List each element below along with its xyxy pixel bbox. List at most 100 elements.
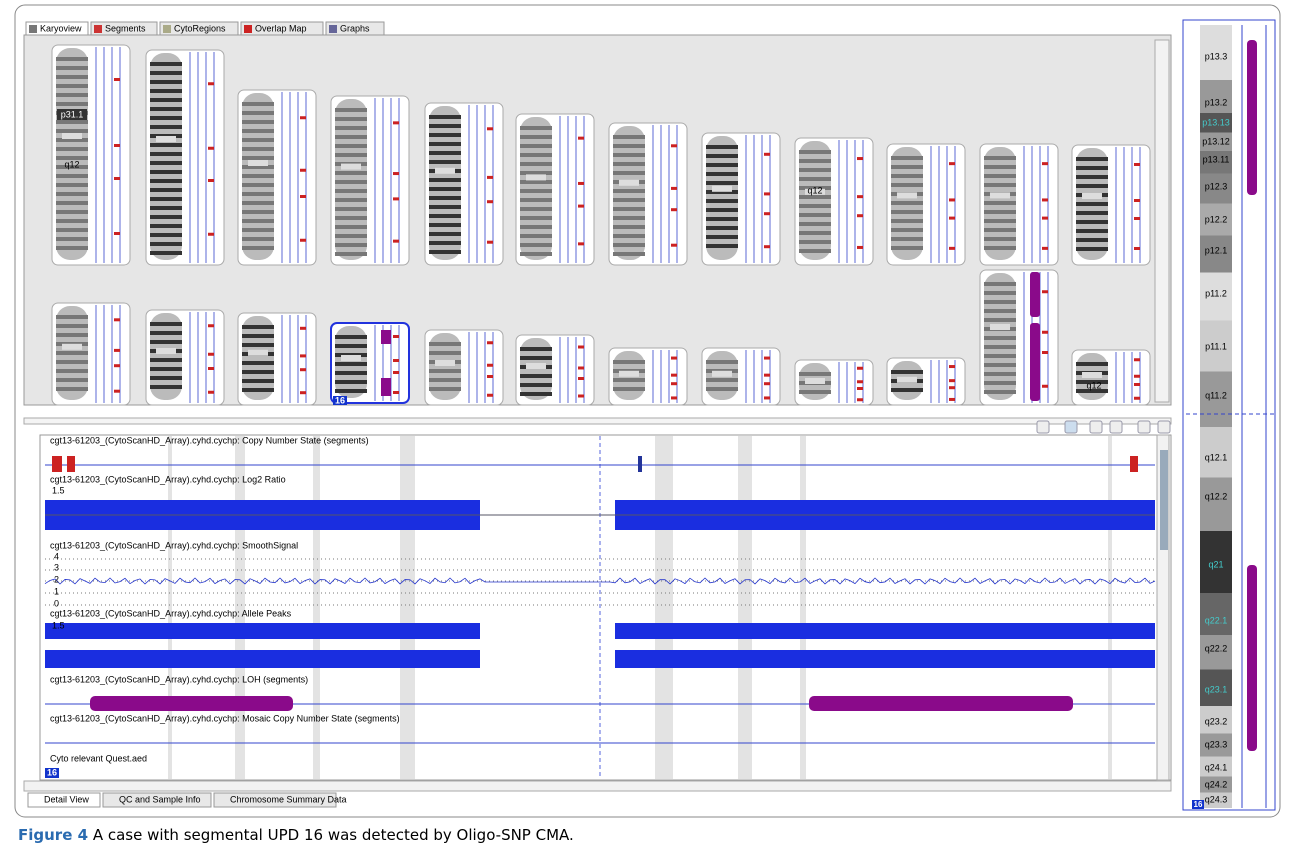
band [1076, 175, 1108, 179]
band [56, 219, 88, 223]
track-label: cgt13-61203_(CytoScanHD_Array).cyhd.cych… [50, 540, 298, 550]
band [891, 201, 923, 205]
band [150, 62, 182, 66]
segment-mark [764, 192, 770, 195]
band [242, 192, 274, 196]
band-label: q21 [1208, 559, 1223, 569]
tab-label: Segments [105, 23, 146, 33]
band [891, 183, 923, 187]
band [520, 162, 552, 166]
band [150, 89, 182, 93]
band [799, 231, 831, 235]
band [984, 246, 1016, 250]
centromere [526, 363, 546, 369]
band [242, 120, 274, 124]
toolbar-button[interactable] [1158, 421, 1170, 433]
band [613, 162, 645, 166]
band [429, 223, 461, 227]
segment-mark [114, 318, 120, 321]
band [613, 378, 645, 382]
band [242, 370, 274, 374]
band [429, 160, 461, 164]
band [520, 126, 552, 130]
band [984, 219, 1016, 223]
band [1076, 202, 1108, 206]
band [242, 174, 274, 178]
segment-mark [1134, 358, 1140, 361]
band [335, 189, 367, 193]
band [799, 213, 831, 217]
band-label: p13.12 [1202, 136, 1230, 146]
band [520, 144, 552, 148]
band [429, 196, 461, 200]
segment-mark [857, 214, 863, 217]
toolbar-button[interactable] [1065, 421, 1077, 433]
band [613, 135, 645, 139]
band [429, 151, 461, 155]
band [56, 351, 88, 355]
segment-mark [393, 197, 399, 200]
band [891, 210, 923, 214]
band [706, 387, 738, 391]
band [150, 358, 182, 362]
segment-mark [764, 374, 770, 377]
band [335, 362, 367, 366]
chrom-badge-label: 16 [1194, 800, 1203, 809]
toolbar-button[interactable] [1138, 421, 1150, 433]
band-label: p13.2 [1205, 97, 1228, 107]
loh-segment [90, 696, 293, 711]
band [56, 360, 88, 364]
toolbar-button[interactable] [1110, 421, 1122, 433]
band [150, 161, 182, 165]
band [891, 174, 923, 178]
segment-mark [671, 374, 677, 377]
segment-mark [487, 176, 493, 179]
band [150, 242, 182, 246]
band [799, 222, 831, 226]
segment-mark [487, 375, 493, 378]
band [799, 240, 831, 244]
axis-label: 1.5 [52, 485, 65, 495]
cn-segment [52, 456, 62, 472]
band [706, 163, 738, 167]
band [613, 189, 645, 193]
tab-label: Karyoview [40, 23, 82, 33]
toolbar-button[interactable] [1037, 421, 1049, 433]
band [520, 374, 552, 378]
band [56, 84, 88, 88]
band [984, 309, 1016, 313]
band [1076, 166, 1108, 170]
band-label: p12.1 [1205, 245, 1228, 255]
centromere [62, 133, 82, 139]
band-label: p11.1 [1205, 341, 1227, 351]
band [799, 168, 831, 172]
segment-mark [1042, 290, 1048, 293]
track-label: cgt13-61203_(CytoScanHD_Array).cyhd.cych… [50, 474, 286, 484]
toolbar-button[interactable] [1090, 421, 1102, 433]
band [891, 388, 923, 392]
band [56, 333, 88, 337]
axis-label: 2 [54, 574, 59, 584]
segment-mark [300, 327, 306, 330]
segment-mark [208, 233, 214, 236]
band [613, 144, 645, 148]
region-shade [738, 436, 752, 779]
band [242, 237, 274, 241]
segment-mark [578, 377, 584, 380]
band [1076, 157, 1108, 161]
segment-mark [208, 367, 214, 370]
band [1076, 362, 1108, 366]
segment-mark [487, 364, 493, 367]
band [242, 147, 274, 151]
segment-mark [114, 364, 120, 367]
band [799, 372, 831, 376]
segment-mark [487, 127, 493, 130]
band [891, 237, 923, 241]
band [799, 249, 831, 253]
segment-mark [1134, 375, 1140, 378]
band [335, 180, 367, 184]
band [150, 125, 182, 129]
band-label: q23.2 [1205, 716, 1228, 726]
scroll-thumb[interactable] [1160, 450, 1168, 550]
band [706, 360, 738, 364]
